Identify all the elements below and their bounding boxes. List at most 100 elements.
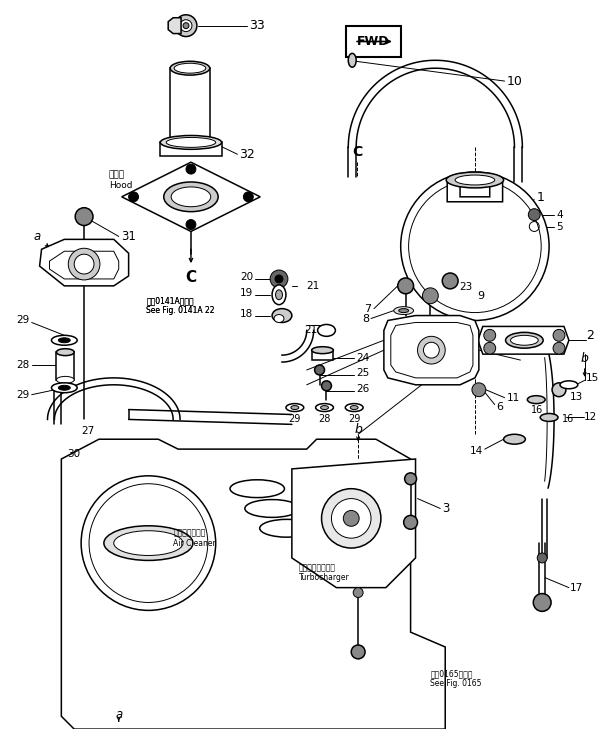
Circle shape: [243, 192, 253, 202]
Polygon shape: [40, 240, 129, 286]
Ellipse shape: [316, 404, 334, 411]
Ellipse shape: [104, 526, 193, 561]
Text: 29: 29: [289, 414, 301, 424]
Circle shape: [186, 220, 196, 229]
Ellipse shape: [56, 376, 74, 383]
Ellipse shape: [166, 138, 216, 147]
Ellipse shape: [164, 182, 218, 212]
Ellipse shape: [272, 285, 286, 305]
Text: 図を0141A図参照
See Fig. 0141A 22: 図を0141A図参照 See Fig. 0141A 22: [146, 296, 215, 315]
Ellipse shape: [272, 309, 292, 323]
Ellipse shape: [446, 172, 504, 188]
Ellipse shape: [560, 381, 578, 388]
Ellipse shape: [245, 500, 300, 517]
Text: b: b: [581, 352, 589, 364]
Ellipse shape: [394, 306, 413, 314]
Text: 2: 2: [586, 329, 594, 342]
Text: 16: 16: [531, 405, 543, 415]
Text: 1: 1: [536, 191, 544, 205]
Bar: [56, 352, 74, 380]
Circle shape: [404, 515, 418, 529]
Text: 8: 8: [362, 314, 369, 323]
Circle shape: [74, 254, 94, 274]
Text: 28: 28: [318, 414, 331, 424]
Circle shape: [270, 270, 288, 288]
Ellipse shape: [52, 383, 77, 393]
Text: 図を0141A図参照
See Fig. 0141A 22: 図を0141A図参照 See Fig. 0141A 22: [146, 296, 215, 315]
Text: 13: 13: [570, 391, 583, 402]
Text: 6: 6: [497, 402, 504, 411]
Text: 16: 16: [562, 414, 574, 424]
Circle shape: [322, 381, 331, 391]
Text: 10: 10: [507, 75, 522, 87]
Circle shape: [331, 498, 371, 538]
Circle shape: [129, 192, 138, 202]
Circle shape: [314, 365, 325, 375]
Ellipse shape: [311, 347, 334, 353]
Text: C: C: [185, 270, 196, 285]
Text: 25: 25: [356, 368, 370, 378]
Text: 17: 17: [570, 583, 583, 592]
Circle shape: [484, 329, 496, 342]
Text: 29: 29: [16, 315, 30, 325]
Circle shape: [343, 510, 359, 526]
Circle shape: [186, 164, 196, 174]
Circle shape: [75, 207, 93, 226]
Ellipse shape: [527, 396, 545, 404]
Ellipse shape: [345, 404, 363, 411]
Text: 30: 30: [67, 449, 80, 459]
Text: 7: 7: [364, 303, 371, 314]
Circle shape: [533, 594, 551, 611]
Text: 20: 20: [240, 272, 253, 282]
Ellipse shape: [52, 335, 77, 345]
Polygon shape: [478, 326, 569, 354]
Text: 31: 31: [121, 230, 135, 243]
Circle shape: [89, 484, 208, 603]
Ellipse shape: [504, 434, 525, 444]
Circle shape: [275, 275, 283, 283]
Text: 14: 14: [470, 446, 483, 456]
Text: 33: 33: [249, 19, 265, 32]
Text: 32: 32: [240, 148, 255, 161]
Ellipse shape: [291, 405, 299, 410]
Circle shape: [553, 342, 565, 354]
Text: 4: 4: [556, 210, 562, 220]
Text: a: a: [115, 708, 122, 721]
Polygon shape: [122, 162, 260, 232]
Text: 12: 12: [584, 413, 597, 422]
Text: エアークリーナ
Air Cleaner: エアークリーナ Air Cleaner: [173, 528, 216, 548]
Text: a: a: [34, 230, 41, 243]
Ellipse shape: [510, 335, 539, 345]
Circle shape: [183, 23, 189, 29]
Text: 5: 5: [556, 221, 562, 232]
Circle shape: [472, 383, 486, 397]
Ellipse shape: [455, 175, 495, 185]
Ellipse shape: [317, 325, 335, 336]
Ellipse shape: [114, 531, 183, 556]
Text: 図を0165図参照
See Fig. 0165: 図を0165図参照 See Fig. 0165: [430, 669, 482, 688]
Circle shape: [68, 248, 100, 280]
Text: 26: 26: [356, 384, 370, 394]
Ellipse shape: [506, 332, 543, 348]
Text: 29: 29: [16, 390, 30, 399]
Circle shape: [322, 489, 381, 548]
Circle shape: [418, 336, 445, 364]
Ellipse shape: [320, 405, 328, 410]
Ellipse shape: [348, 54, 356, 67]
Ellipse shape: [230, 480, 285, 498]
Circle shape: [552, 383, 566, 397]
Ellipse shape: [276, 290, 283, 300]
Circle shape: [484, 342, 496, 354]
Circle shape: [351, 645, 365, 659]
Circle shape: [401, 172, 549, 320]
Circle shape: [537, 553, 547, 563]
Text: 23: 23: [459, 282, 473, 292]
Text: 11: 11: [507, 393, 520, 402]
Circle shape: [81, 476, 216, 611]
Text: 24: 24: [356, 353, 370, 363]
Text: 28: 28: [16, 360, 30, 370]
Circle shape: [422, 288, 438, 303]
Polygon shape: [447, 177, 503, 202]
Ellipse shape: [161, 136, 222, 150]
Text: 27: 27: [81, 427, 95, 436]
